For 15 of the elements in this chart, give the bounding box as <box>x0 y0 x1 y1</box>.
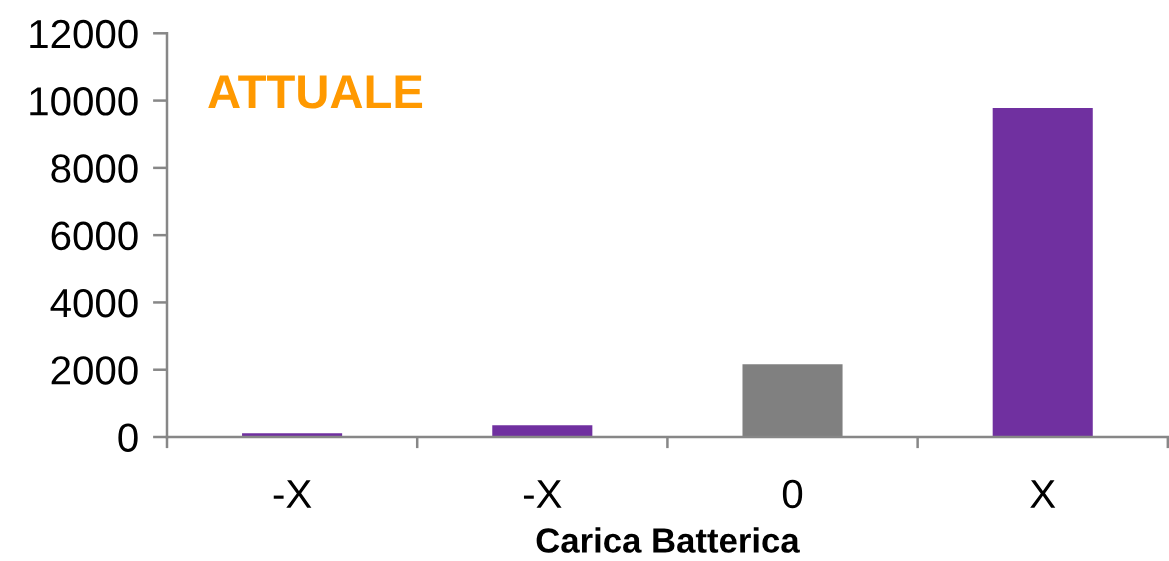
y-tick-label: 4000 <box>50 288 138 318</box>
y-tick-label: 10000 <box>30 87 138 116</box>
bar <box>992 107 1093 437</box>
x-tick-label: -X <box>273 480 312 508</box>
x-axis-title: Carica Batterica <box>536 527 800 553</box>
text: ATTUALE <box>208 75 423 109</box>
x-tick-label: X <box>1030 480 1056 508</box>
x-tick-label: 0 <box>782 479 803 509</box>
y-tick-label: 8000 <box>51 154 138 183</box>
y-tick-label: 2000 <box>51 356 138 385</box>
x-tick-label: -X <box>523 480 562 508</box>
y-tick-label: 12000 <box>30 19 138 49</box>
y-tick-label: 6000 <box>51 221 138 251</box>
bar <box>492 425 593 437</box>
y-tick-label: 0 <box>118 423 138 452</box>
